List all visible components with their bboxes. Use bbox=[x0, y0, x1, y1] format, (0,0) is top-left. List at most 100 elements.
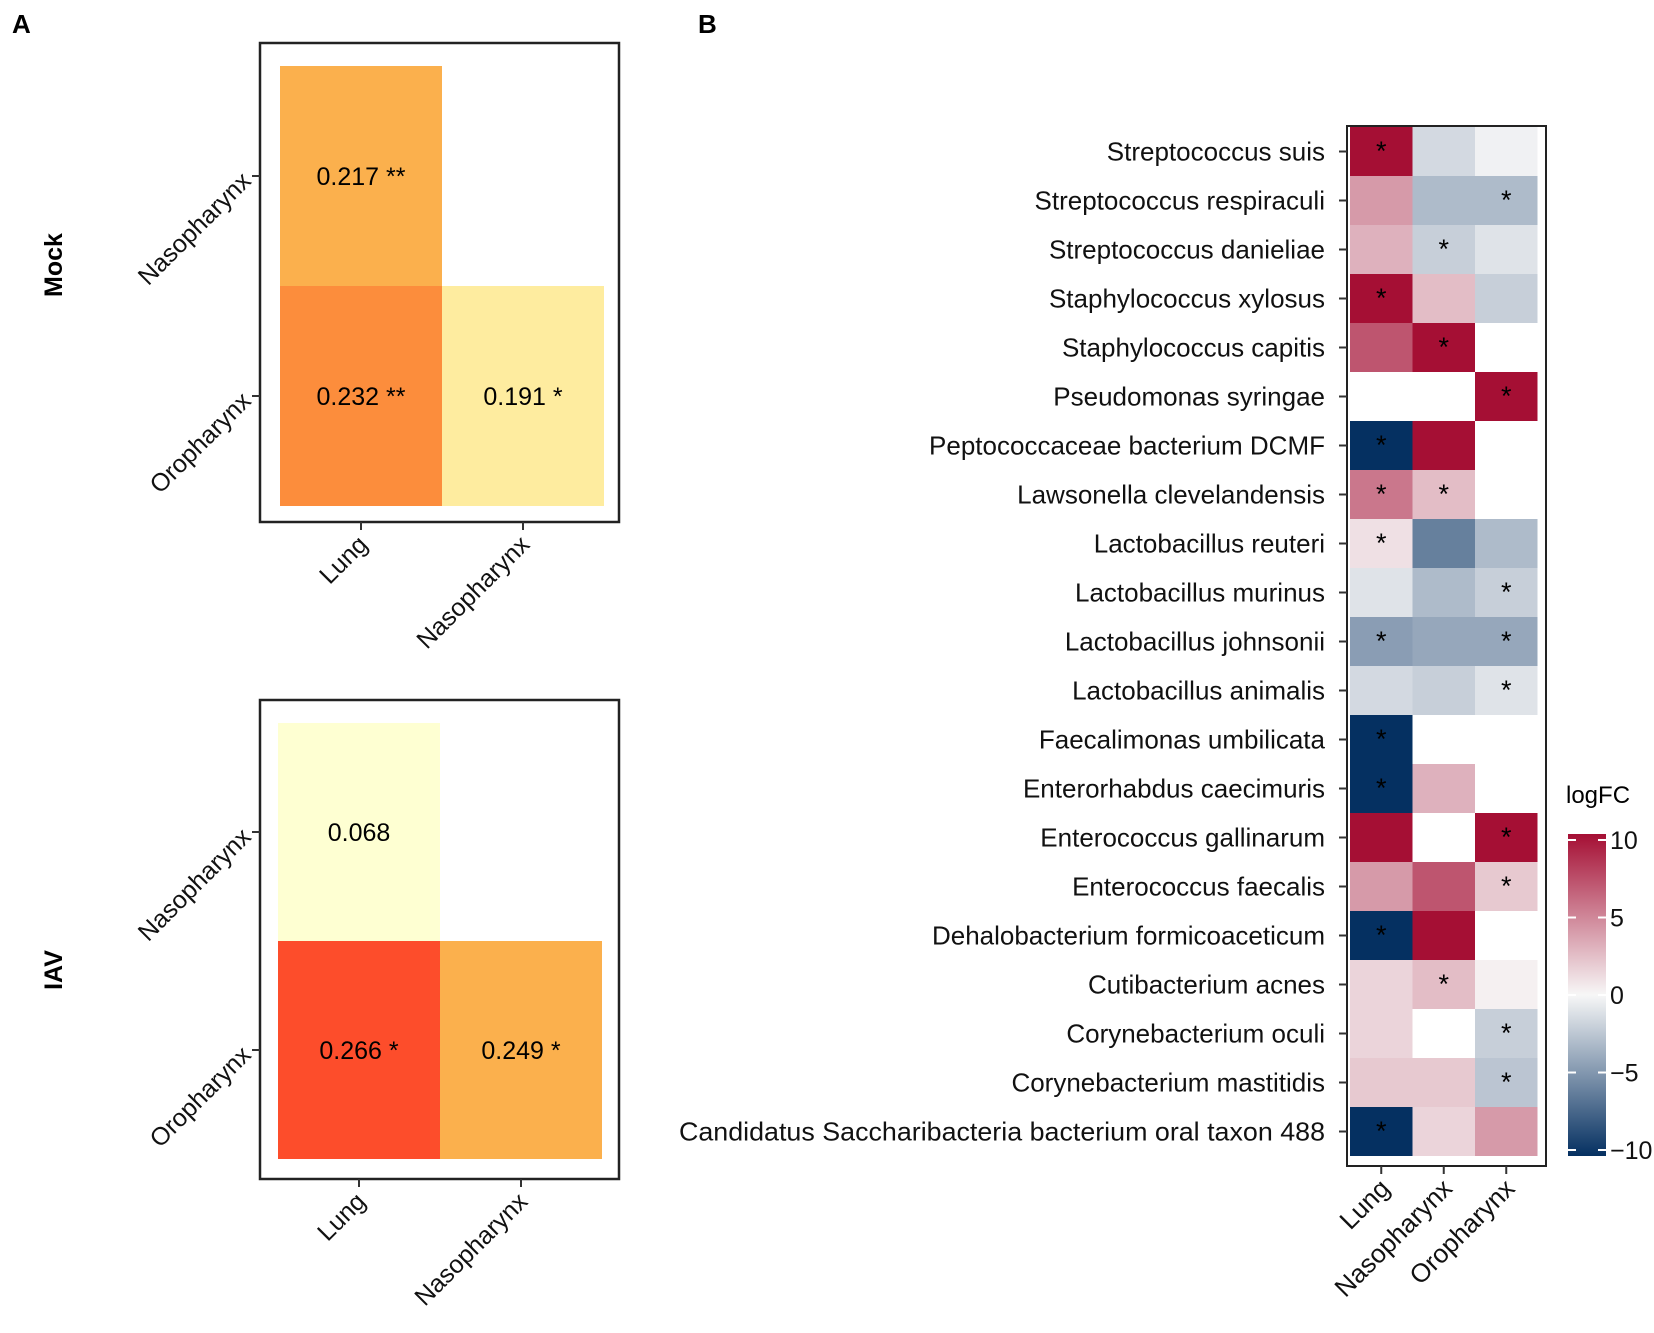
logfc-cell-candidatus-saccharibacteria-bacterium-oral-taxon-488-lung bbox=[1350, 1107, 1413, 1156]
logfc-row-label-corynebacterium-oculi: Corynebacterium oculi bbox=[1066, 1019, 1325, 1049]
logfc-heatmap-panel: * * * * * * * * * * * * * * * * * * * * * * * Streptococcus su… bbox=[679, 125, 1547, 1303]
significance-marker: * bbox=[1501, 1018, 1512, 1048]
logfc-cell-cutibacterium-acnes-lung bbox=[1350, 960, 1413, 1009]
mock-heatmap-panel: 0.217 ** 0.232 ** 0.191 * Nasopharynx Oroph… bbox=[40, 41, 621, 654]
logfc-cell-enterorhabdus-caecimuris-lung bbox=[1350, 764, 1413, 813]
significance-marker: * bbox=[1376, 1116, 1387, 1146]
logfc-cell-corynebacterium-oculi-lung bbox=[1350, 1009, 1413, 1058]
logfc-panel-border bbox=[1346, 125, 1547, 1167]
legend-tick-label: 0 bbox=[1610, 982, 1624, 1010]
panel-b-label: B bbox=[698, 9, 717, 39]
logfc-row-label-streptococcus-respiraculi: Streptococcus respiraculi bbox=[1035, 186, 1325, 216]
legend-tick-label: 10 bbox=[1610, 827, 1638, 855]
significance-marker: * bbox=[1376, 626, 1387, 656]
logfc-row-label-lactobacillus-murinus: Lactobacillus murinus bbox=[1075, 578, 1325, 608]
logfc-cell-lactobacillus-murinus-lung bbox=[1350, 568, 1413, 617]
iav-cell-oropharynx-lung bbox=[278, 941, 440, 1159]
significance-marker: * bbox=[1501, 626, 1512, 656]
logfc-cell-faecalimonas-umbilicata-lung bbox=[1350, 715, 1413, 764]
logfc-row-label-staphylococcus-xylosus: Staphylococcus xylosus bbox=[1049, 284, 1325, 314]
logfc-cell-streptococcus-danieliae-nasopharynx bbox=[1412, 225, 1475, 274]
significance-marker: * bbox=[1376, 528, 1387, 558]
logfc-row-label-staphylococcus-capitis: Staphylococcus capitis bbox=[1062, 333, 1325, 363]
logfc-row-label-lactobacillus-johnsonii: Lactobacillus johnsonii bbox=[1065, 627, 1325, 657]
legend-tick-label: −10 bbox=[1610, 1137, 1652, 1165]
logfc-cell-dehalobacterium-formicoaceticum-nasopharynx bbox=[1412, 911, 1475, 960]
significance-marker: * bbox=[1376, 920, 1387, 950]
logfc-row-label-streptococcus-danieliae: Streptococcus danieliae bbox=[1049, 235, 1325, 265]
significance-marker: * bbox=[1438, 234, 1449, 264]
mock-cell-nasopharynx-lung bbox=[280, 66, 442, 286]
logfc-cell-staphylococcus-capitis-lung bbox=[1350, 323, 1413, 372]
mock-cell-label: 0.232 ** bbox=[317, 383, 406, 411]
logfc-row-label-enterococcus-gallinarum: Enterococcus gallinarum bbox=[1040, 823, 1325, 853]
logfc-row-label-lactobacillus-reuteri: Lactobacillus reuteri bbox=[1094, 529, 1325, 559]
logfc-cell-lactobacillus-animalis-oropharynx bbox=[1475, 666, 1538, 715]
logfc-row-label-lactobacillus-animalis: Lactobacillus animalis bbox=[1072, 676, 1325, 706]
mock-y-tick-label-nasopharynx: Nasopharynx bbox=[133, 166, 257, 290]
logfc-row-label-enterococcus-faecalis: Enterococcus faecalis bbox=[1072, 872, 1325, 902]
logfc-cell-enterococcus-faecalis-nasopharynx bbox=[1412, 862, 1475, 911]
logfc-cell-streptococcus-respiraculi-lung bbox=[1350, 176, 1413, 225]
iav-x-tick-label-lung: Lung bbox=[312, 1187, 371, 1246]
logfc-cell-streptococcus-respiraculi-oropharynx bbox=[1475, 176, 1538, 225]
logfc-cell-enterococcus-faecalis-lung bbox=[1350, 862, 1413, 911]
mock-x-tick-label-nasopharynx: Nasopharynx bbox=[411, 530, 535, 654]
iav-heatmap-panel: 0.068 0.266 * 0.249 * Nasopharynx Oropharyn… bbox=[40, 698, 621, 1311]
logfc-cell-lactobacillus-murinus-nasopharynx bbox=[1412, 568, 1475, 617]
iav-cell-label: 0.249 * bbox=[481, 1037, 561, 1065]
iav-y-tick-label-nasopharynx: Nasopharynx bbox=[133, 822, 257, 946]
logfc-cell-cutibacterium-acnes-nasopharynx bbox=[1412, 960, 1475, 1009]
mock-group-label: Mock bbox=[40, 233, 68, 297]
logfc-cell-streptococcus-respiraculi-nasopharynx bbox=[1412, 176, 1475, 225]
significance-marker: * bbox=[1376, 773, 1387, 803]
logfc-cell-lactobacillus-reuteri-lung bbox=[1350, 519, 1413, 568]
logfc-cell-candidatus-saccharibacteria-bacterium-oral-taxon-488-oropharynx bbox=[1475, 1107, 1538, 1156]
logfc-cell-corynebacterium-mastitidis-oropharynx bbox=[1475, 1058, 1538, 1107]
logfc-cell-peptococcaceae-bacterium-dcmf-lung bbox=[1350, 421, 1413, 470]
logfc-row-label-corynebacterium-mastitidis: Corynebacterium mastitidis bbox=[1011, 1068, 1325, 1098]
significance-marker: * bbox=[1501, 822, 1512, 852]
logfc-row-label-lawsonella-clevelandensis: Lawsonella clevelandensis bbox=[1017, 480, 1325, 510]
significance-marker: * bbox=[1376, 136, 1387, 166]
logfc-cell-lactobacillus-animalis-nasopharynx bbox=[1412, 666, 1475, 715]
iav-cell-nasopharynx-lung bbox=[278, 723, 440, 941]
logfc-cell-lawsonella-clevelandensis-lung bbox=[1350, 470, 1413, 519]
legend-title: logFC bbox=[1566, 782, 1630, 809]
logfc-cell-candidatus-saccharibacteria-bacterium-oral-taxon-488-nasopharynx bbox=[1412, 1107, 1475, 1156]
iav-panel-border bbox=[258, 698, 621, 1181]
iav-cell-oropharynx-nasopharynx bbox=[440, 941, 602, 1159]
significance-marker: * bbox=[1376, 430, 1387, 460]
significance-marker: * bbox=[1501, 675, 1512, 705]
logfc-row-label-enterorhabdus-caecimuris: Enterorhabdus caecimuris bbox=[1023, 774, 1325, 804]
logfc-cell-lactobacillus-johnsonii-lung bbox=[1350, 617, 1413, 666]
significance-marker: * bbox=[1501, 381, 1512, 411]
significance-marker: * bbox=[1501, 871, 1512, 901]
iav-cell-label: 0.266 * bbox=[319, 1037, 399, 1065]
logfc-cell-dehalobacterium-formicoaceticum-lung bbox=[1350, 911, 1413, 960]
logfc-cell-staphylococcus-xylosus-lung bbox=[1350, 274, 1413, 323]
logfc-cell-streptococcus-suis-lung bbox=[1350, 127, 1413, 176]
iav-cell-label: 0.068 bbox=[328, 819, 391, 847]
logfc-cell-enterococcus-faecalis-oropharynx bbox=[1475, 862, 1538, 911]
logfc-cell-corynebacterium-mastitidis-nasopharynx bbox=[1412, 1058, 1475, 1107]
logfc-cell-lactobacillus-johnsonii-oropharynx bbox=[1475, 617, 1538, 666]
logfc-row-label-faecalimonas-umbilicata: Faecalimonas umbilicata bbox=[1039, 725, 1326, 755]
mock-cell-oropharynx-lung bbox=[280, 286, 442, 506]
logfc-cell-lactobacillus-animalis-lung bbox=[1350, 666, 1413, 715]
significance-marker: * bbox=[1501, 1067, 1512, 1097]
iav-y-tick-label-oropharynx: Oropharynx bbox=[144, 1040, 257, 1153]
significance-marker: * bbox=[1438, 332, 1449, 362]
logfc-cell-staphylococcus-xylosus-oropharynx bbox=[1475, 274, 1538, 323]
logfc-cell-enterococcus-gallinarum-oropharynx bbox=[1475, 813, 1538, 862]
logfc-cell-cutibacterium-acnes-oropharynx bbox=[1475, 960, 1538, 1009]
logfc-cell-peptococcaceae-bacterium-dcmf-nasopharynx bbox=[1412, 421, 1475, 470]
logfc-cell-lactobacillus-reuteri-oropharynx bbox=[1475, 519, 1538, 568]
panel-a-label: A bbox=[12, 9, 31, 39]
logfc-cell-staphylococcus-xylosus-nasopharynx bbox=[1412, 274, 1475, 323]
logfc-cell-pseudomonas-syringae-oropharynx bbox=[1475, 372, 1538, 421]
significance-marker: * bbox=[1438, 969, 1449, 999]
logfc-cell-staphylococcus-capitis-nasopharynx bbox=[1412, 323, 1475, 372]
mock-cell-oropharynx-nasopharynx bbox=[442, 286, 604, 506]
